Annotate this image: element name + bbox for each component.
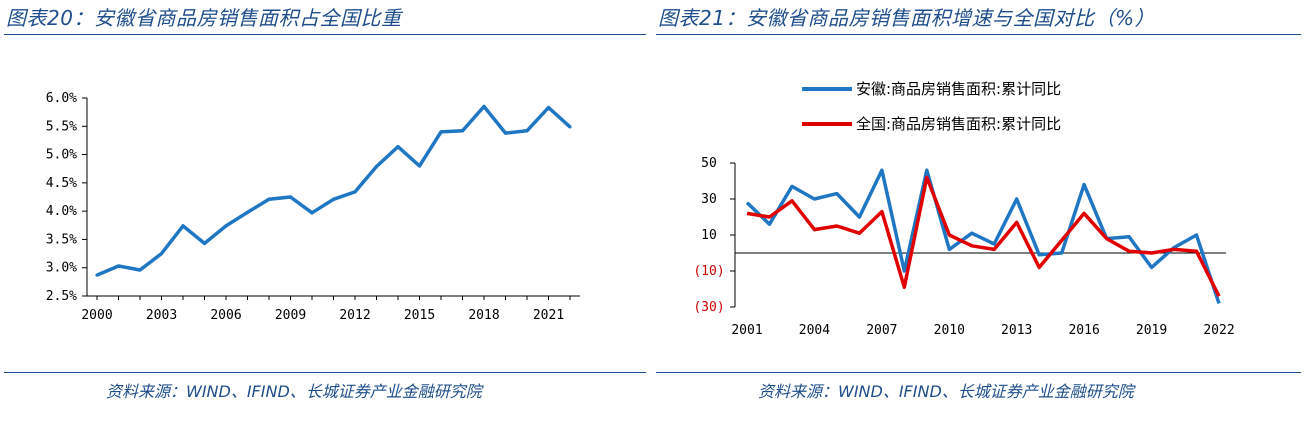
share-data-point — [202, 241, 207, 245]
y-tick-label: 30 — [701, 192, 717, 207]
anhui-series-line — [745, 168, 1221, 304]
x-tick-label: 2003 — [146, 308, 177, 323]
share-data-point — [116, 264, 121, 268]
figure-21-panel: 图表21：安徽省商品房销售面积增速与全国对比（%） 50 30 10 (10) (30)… — [652, 0, 1305, 421]
source-rule — [4, 372, 646, 373]
national-series-line — [746, 175, 1221, 297]
share-data-point — [396, 145, 400, 149]
y-tick-label: 10 — [701, 228, 717, 243]
figure-title: 图表20：安徽省商品房销售面积占全国比重 — [6, 6, 402, 30]
y-tick-label: (30) — [693, 300, 724, 315]
share-data-point — [525, 129, 529, 133]
share-series-line — [96, 104, 572, 277]
y-tick-label: 5.0% — [46, 148, 77, 163]
y-tick-label: 2.5% — [46, 289, 77, 304]
share-data-point — [159, 251, 164, 256]
title-rule — [4, 34, 646, 35]
share-data-point — [374, 164, 379, 169]
title-rule — [656, 34, 1301, 35]
y-tick-label: 50 — [701, 156, 717, 171]
x-tick-label: 2000 — [81, 308, 112, 323]
source-note: 资料来源：WIND、IFIND、长城证券产业金融研究院 — [758, 382, 1134, 401]
y-tick-label: 3.0% — [46, 261, 77, 276]
share-data-point — [331, 197, 336, 201]
share-data-point — [224, 224, 228, 228]
x-tick-label: 2010 — [934, 323, 965, 338]
share-data-point — [503, 131, 508, 135]
share-data-point — [267, 197, 271, 201]
share-data-point — [95, 273, 99, 277]
x-tick-label: 2004 — [799, 323, 830, 338]
source-note: 资料来源：WIND、IFIND、长城证券产业金融研究院 — [106, 382, 482, 401]
figure-title: 图表21：安徽省商品房销售面积增速与全国对比（%） — [658, 6, 1155, 30]
share-data-point — [310, 211, 314, 215]
share-data-point — [138, 268, 142, 272]
y-tick-label: 5.5% — [46, 119, 77, 134]
x-tick-label: 2007 — [866, 323, 897, 338]
share-data-point — [568, 125, 572, 129]
x-tick-label: 2016 — [1068, 323, 1099, 338]
x-tick-label: 2018 — [468, 308, 499, 323]
y-tick-label: 4.5% — [46, 176, 77, 191]
share-data-point — [546, 106, 551, 110]
share-data-point — [353, 190, 357, 194]
legend-anhui-label: 安徽:商品房销售面积:累计同比 — [856, 80, 1061, 98]
y-tick-label: 4.0% — [46, 204, 77, 219]
share-line-chart: 2.5% 3.0% 3.5% 4.0% 4.5% 5.0% 5.5% 6.0% 2000 2003… — [46, 91, 580, 323]
x-tick-label: 2022 — [1203, 323, 1234, 338]
x-tick-label: 2021 — [533, 308, 564, 323]
figure-20-panel: 图表20：安徽省商品房销售面积占全国比重 2.5% 3.0% 3.5% 4.0% 4.5… — [0, 0, 650, 421]
source-rule — [656, 372, 1301, 373]
legend-national-label: 全国:商品房销售面积:累计同比 — [856, 115, 1061, 133]
x-tick-label: 2013 — [1001, 323, 1032, 338]
share-data-point — [482, 104, 486, 109]
x-tick-label: 2009 — [275, 308, 306, 323]
y-tick-label: 6.0% — [46, 91, 77, 106]
x-tick-label: 2001 — [731, 323, 762, 338]
share-data-point — [417, 164, 422, 168]
share-data-point — [181, 224, 185, 228]
share-data-point — [288, 195, 293, 199]
share-data-point — [460, 129, 465, 133]
x-tick-label: 2012 — [339, 308, 370, 323]
share-data-point — [439, 130, 443, 134]
y-tick-label: 3.5% — [46, 232, 77, 247]
share-data-point — [245, 210, 250, 214]
x-tick-label: 2015 — [404, 308, 435, 323]
x-tick-label: 2019 — [1136, 323, 1167, 338]
y-tick-label: (10) — [693, 264, 724, 279]
x-tick-label: 2006 — [210, 308, 241, 323]
growth-line-chart: 50 30 10 (10) (30) 2001 2004 2007 2010 2013 2016 20… — [693, 80, 1234, 338]
